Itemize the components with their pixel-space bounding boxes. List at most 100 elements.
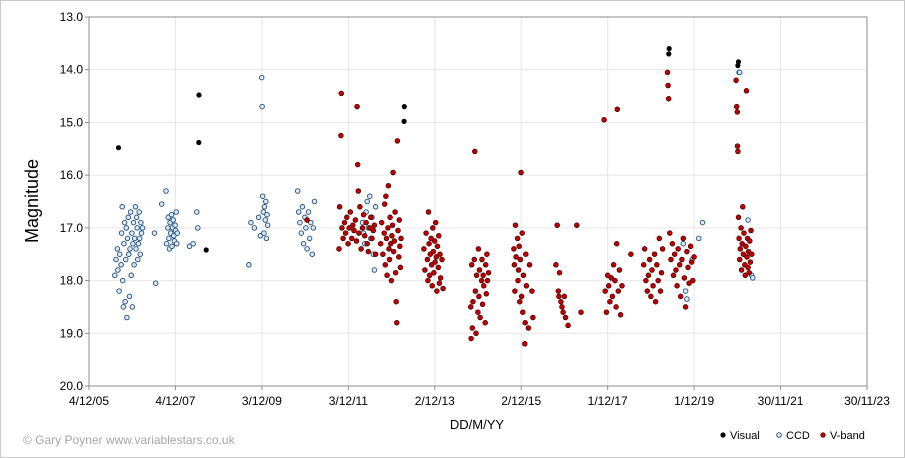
data-point <box>364 198 370 205</box>
data-point <box>349 235 355 242</box>
data-point <box>670 272 677 279</box>
data-point <box>469 325 476 331</box>
data-point <box>431 269 437 276</box>
data-point <box>255 214 262 221</box>
x-tick-label: 30/11/21 <box>758 394 804 408</box>
data-point <box>556 293 562 300</box>
data-point <box>612 277 618 284</box>
data-point <box>688 259 695 265</box>
x-axis-ticks: 4/12/05 4/12/07 3/12/09 3/12/11 2/12/13 2/12/… <box>69 386 890 408</box>
data-point <box>437 251 443 257</box>
data-point <box>468 262 475 268</box>
data-point <box>609 293 616 300</box>
x-tick-label: 2/12/15 <box>501 394 541 408</box>
data-point <box>471 256 478 263</box>
data-point <box>392 209 398 215</box>
data-point <box>133 214 140 221</box>
data-point <box>615 288 622 294</box>
data-point <box>136 209 142 215</box>
data-point <box>259 103 265 110</box>
data-point <box>196 139 202 146</box>
series-visual <box>115 45 742 253</box>
data-point <box>129 304 136 310</box>
data-point <box>649 267 655 273</box>
legend-marker <box>720 432 726 438</box>
data-point <box>336 204 343 210</box>
data-point <box>745 217 751 223</box>
data-point <box>613 304 619 310</box>
data-point <box>677 293 684 300</box>
data-point <box>372 204 379 210</box>
data-point <box>613 240 620 247</box>
data-point <box>737 246 744 252</box>
data-point <box>139 225 146 231</box>
data-point <box>363 219 369 226</box>
data-point <box>470 298 476 305</box>
data-point <box>425 277 431 284</box>
data-point <box>355 188 362 194</box>
data-point <box>681 275 688 281</box>
data-point <box>392 269 399 276</box>
data-point <box>739 240 745 247</box>
data-point <box>738 225 744 231</box>
data-point <box>643 277 649 284</box>
data-point <box>304 217 310 223</box>
data-point <box>357 204 363 210</box>
data-point <box>115 145 122 151</box>
data-point <box>203 247 209 253</box>
data-point <box>430 248 437 255</box>
data-point <box>122 256 129 263</box>
data-point <box>138 219 144 226</box>
data-point <box>174 230 181 236</box>
data-point <box>511 262 518 268</box>
data-point <box>652 298 659 305</box>
data-point <box>367 193 373 199</box>
data-point <box>675 246 681 252</box>
data-point <box>740 251 747 257</box>
data-point <box>119 277 126 284</box>
data-point <box>382 262 389 268</box>
data-point <box>170 217 176 223</box>
data-point <box>424 256 431 263</box>
data-point <box>746 269 752 276</box>
data-point <box>733 103 740 110</box>
data-point <box>431 238 438 244</box>
data-point <box>381 230 387 236</box>
data-point <box>305 209 312 215</box>
data-point <box>439 256 445 263</box>
data-point <box>113 256 119 263</box>
data-point <box>665 95 672 102</box>
data-point <box>734 109 741 115</box>
data-point <box>298 230 305 236</box>
x-tick-label: 2/12/13 <box>415 394 455 408</box>
data-point <box>126 251 132 257</box>
x-tick-label: 3/12/11 <box>329 394 368 408</box>
data-point <box>436 233 442 239</box>
data-point <box>616 267 623 273</box>
series-ccd <box>112 69 756 321</box>
data-point <box>354 103 360 110</box>
data-point <box>173 240 180 247</box>
data-point <box>172 222 178 228</box>
data-point <box>687 243 694 250</box>
data-point <box>362 233 368 239</box>
data-point <box>389 233 395 239</box>
data-point <box>745 264 751 271</box>
legend-label: V-band <box>830 430 865 442</box>
data-point <box>646 256 653 263</box>
data-point <box>166 235 172 242</box>
data-point <box>132 204 139 210</box>
y-tick-label: 15.0 <box>60 115 84 129</box>
series-vband <box>304 69 755 347</box>
data-point <box>686 280 692 286</box>
data-point <box>554 222 560 228</box>
data-point <box>684 248 690 255</box>
data-point <box>434 243 441 250</box>
data-point <box>136 235 143 242</box>
data-point <box>558 298 564 305</box>
data-point <box>118 262 124 268</box>
data-point <box>294 188 301 194</box>
data-point <box>264 222 271 228</box>
data-point <box>512 288 518 294</box>
